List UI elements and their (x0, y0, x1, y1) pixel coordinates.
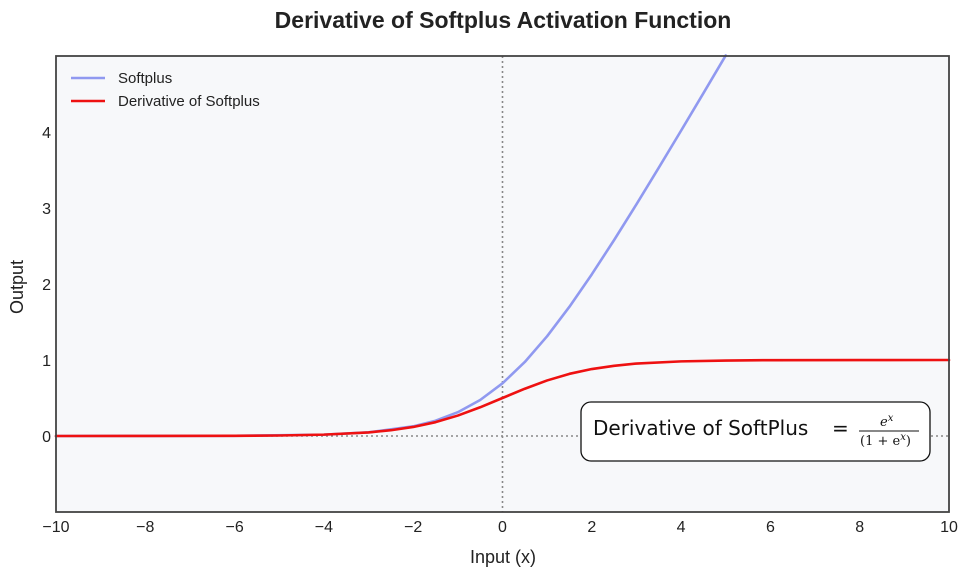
formula-numerator: ex (880, 413, 894, 430)
x-axis-ticks: −10 −8 −6 −4 −2 0 2 4 6 8 10 (42, 519, 958, 536)
y-axis-label: Output (7, 260, 27, 314)
plot-frame (55, 55, 950, 513)
formula-box (580, 401, 931, 462)
x-tick-label: 10 (940, 519, 958, 536)
y-axis-ticks: 0 1 2 3 4 (42, 125, 51, 446)
denominator-open: (1 + e (860, 434, 901, 449)
formula-annotation: Derivative of SoftPlus = ex (1 + ex) (580, 401, 931, 462)
formula-label: Derivative of SoftPlus (593, 416, 808, 440)
x-tick-label: 6 (766, 519, 775, 536)
x-tick-label: −10 (42, 519, 69, 536)
y-tick-label: 4 (42, 125, 51, 142)
numerator-base: e (880, 415, 888, 430)
x-tick-label: −2 (404, 519, 422, 536)
x-axis-label: Input (x) (470, 547, 536, 567)
legend: Softplus Derivative of Softplus (71, 70, 260, 110)
numerator-sup: x (888, 413, 894, 424)
legend-label: Softplus (118, 70, 172, 87)
denominator-close: ) (906, 434, 911, 449)
legend-label: Derivative of Softplus (118, 93, 260, 110)
x-tick-label: −6 (225, 519, 243, 536)
y-tick-label: 0 (42, 429, 51, 446)
reference-lines (56, 56, 949, 512)
series-layer (54, 54, 951, 438)
x-tick-label: 0 (498, 519, 507, 536)
y-tick-label: 1 (42, 353, 51, 370)
chart-title: Derivative of Softplus Activation Functi… (275, 7, 732, 33)
x-tick-label: 8 (855, 519, 864, 536)
formula-equals: = (832, 416, 849, 440)
x-tick-label: 2 (587, 519, 596, 536)
x-tick-label: −8 (136, 519, 154, 536)
formula-denominator: (1 + ex) (860, 432, 911, 449)
y-tick-label: 2 (42, 277, 51, 294)
x-tick-label: 4 (677, 519, 686, 536)
y-tick-label: 3 (42, 201, 51, 218)
x-tick-label: −4 (315, 519, 333, 536)
series-line-1 (54, 358, 951, 438)
denominator-sup: x (900, 432, 906, 443)
